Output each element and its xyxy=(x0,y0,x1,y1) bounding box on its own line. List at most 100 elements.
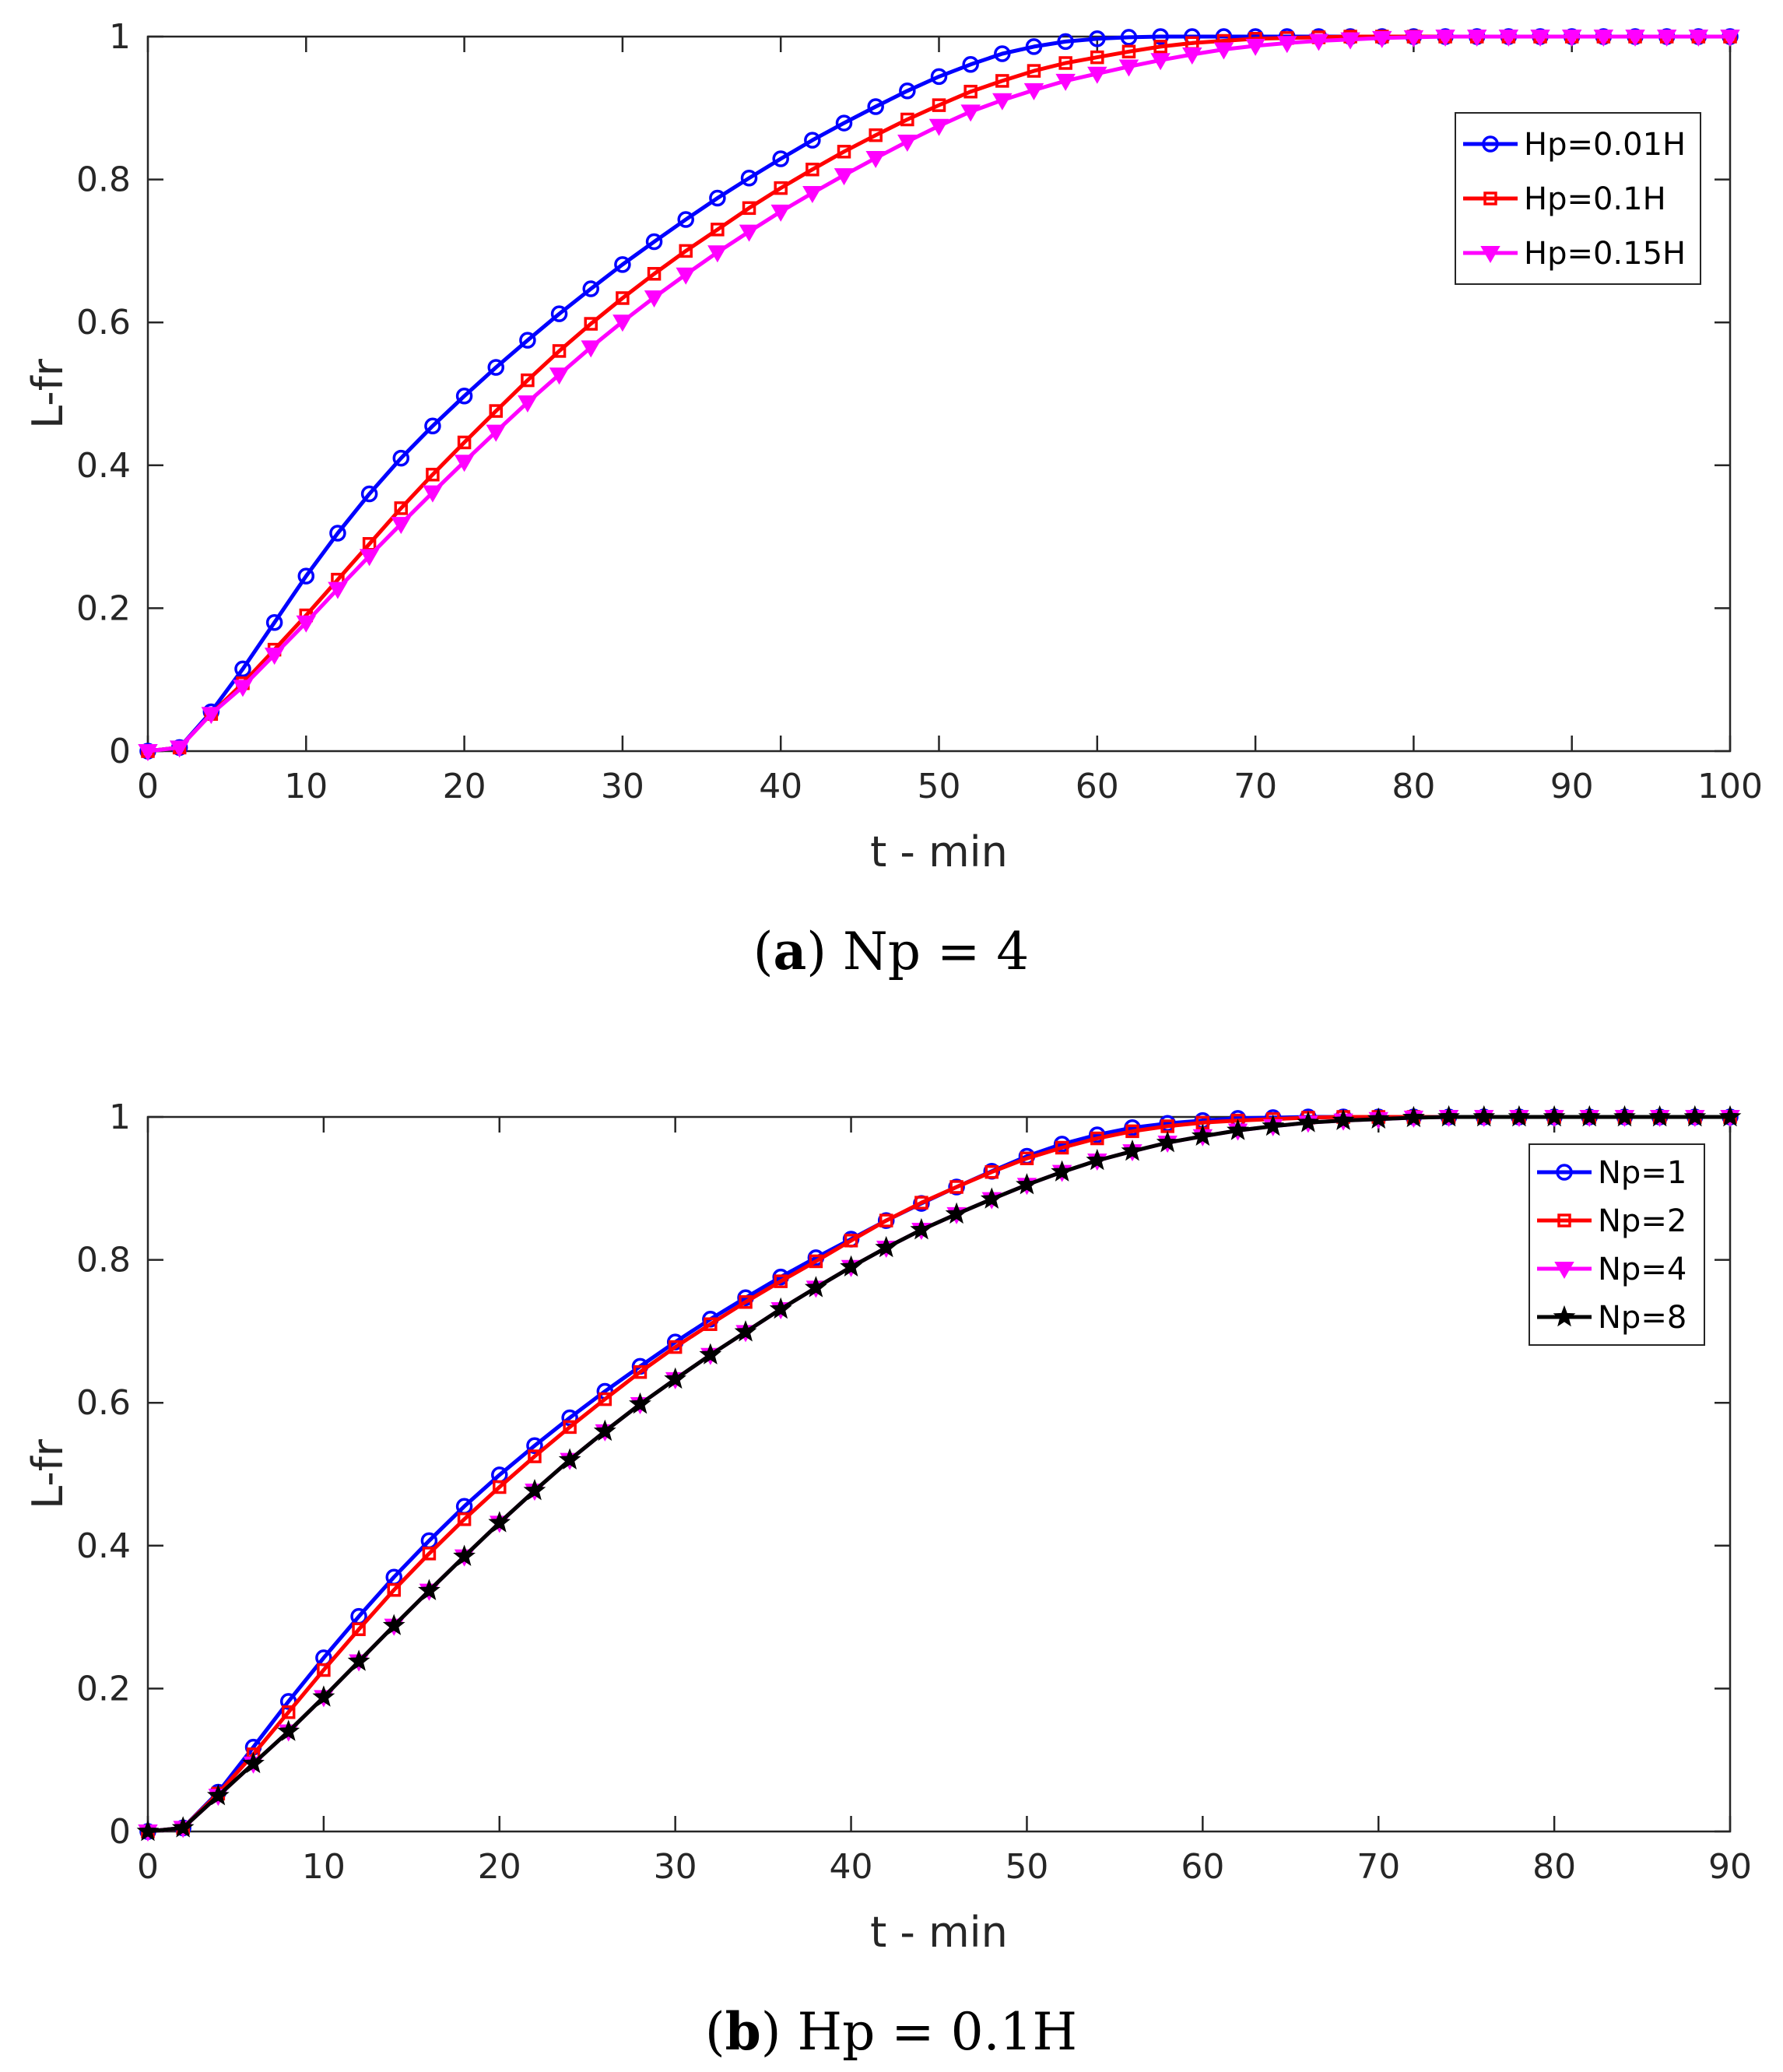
data-point xyxy=(734,1320,757,1342)
series-Np=8 xyxy=(136,1104,1742,1842)
y-tick-label: 0.4 xyxy=(76,1526,131,1566)
data-point xyxy=(699,1343,722,1364)
data-point xyxy=(1055,73,1076,91)
data-point xyxy=(1245,38,1265,56)
data-point xyxy=(668,1340,683,1354)
y-tick-label: 1 xyxy=(109,1097,131,1137)
y-tick-label: 0.6 xyxy=(76,303,131,342)
legend: Np=1 Np=2 Np=4 Np=8 xyxy=(1529,1143,1705,1346)
data-point xyxy=(769,1297,792,1319)
data-point xyxy=(1648,1104,1672,1127)
y-tick-label: 0 xyxy=(109,1812,131,1852)
data-point xyxy=(1118,59,1139,77)
data-point xyxy=(1277,36,1297,54)
data-point xyxy=(910,1217,933,1240)
x-tick-label: 10 xyxy=(302,1847,346,1887)
data-point xyxy=(992,93,1013,111)
x-tick-label: 20 xyxy=(478,1847,521,1887)
data-point xyxy=(1720,30,1740,47)
legend: Hp=0.01H Hp=0.1H Hp=0.15H xyxy=(1455,112,1701,285)
data-point xyxy=(676,267,696,285)
legend-label: Np=8 xyxy=(1598,1300,1686,1336)
data-point xyxy=(382,1614,405,1635)
x-tick-label: 60 xyxy=(1181,1847,1224,1887)
data-point xyxy=(770,204,791,222)
data-point xyxy=(1150,53,1171,71)
data-point xyxy=(962,56,979,73)
data-point xyxy=(593,1419,616,1442)
data-point xyxy=(677,211,694,228)
data-point xyxy=(1561,30,1582,47)
data-point xyxy=(387,1582,401,1597)
data-point xyxy=(739,1295,753,1309)
y-tick-label: 0.8 xyxy=(76,160,131,200)
data-point xyxy=(1625,30,1645,47)
data-point xyxy=(1308,33,1329,51)
data-point xyxy=(985,1164,999,1179)
y-tick-label: 0.2 xyxy=(76,588,131,628)
data-point xyxy=(844,1234,858,1248)
data-point xyxy=(1372,30,1392,48)
data-point xyxy=(1152,28,1169,45)
y-tick-label: 0.2 xyxy=(76,1669,131,1709)
legend-item: Np=1 xyxy=(1537,1155,1686,1191)
data-point xyxy=(329,525,346,542)
data-point xyxy=(454,455,475,472)
data-point xyxy=(550,305,568,322)
data-point xyxy=(1683,1104,1707,1127)
legend-marker xyxy=(1480,246,1500,263)
y-axis-label: L-fr xyxy=(23,358,72,429)
y-tick-label: 0.4 xyxy=(76,446,131,486)
data-point xyxy=(711,223,725,237)
data-point xyxy=(742,201,756,216)
data-point xyxy=(645,233,663,251)
legend-item: Np=2 xyxy=(1537,1203,1686,1239)
data-point xyxy=(317,1663,331,1677)
x-axis: 0 10 20 30 40 50 60 70 80 90 100 xyxy=(137,37,1763,806)
x-tick-label: 40 xyxy=(759,767,802,806)
data-point xyxy=(806,162,820,177)
data-point xyxy=(960,104,981,122)
data-point xyxy=(352,1622,366,1636)
data-point xyxy=(521,373,535,388)
data-point xyxy=(1332,1108,1355,1130)
data-point xyxy=(1718,1104,1742,1127)
legend-label: Np=2 xyxy=(1598,1203,1686,1239)
data-point xyxy=(633,1364,648,1379)
data-point xyxy=(1613,1104,1636,1127)
data-point xyxy=(1403,30,1424,47)
data-point xyxy=(489,404,504,418)
x-tick-label: 80 xyxy=(1532,1847,1576,1887)
data-point xyxy=(914,1196,928,1210)
data-point xyxy=(526,1437,543,1455)
x-tick-label: 80 xyxy=(1392,767,1435,806)
data-point xyxy=(418,1579,440,1600)
legend-marker xyxy=(1556,1164,1573,1181)
data-point xyxy=(840,1255,862,1277)
data-point xyxy=(1121,44,1136,59)
chart-panel-a: 0 10 20 30 40 50 60 70 80 90 100 0 0.2 0.4 0.6 0.8 1 t - … xyxy=(23,17,1763,982)
data-point xyxy=(312,1685,335,1707)
data-point xyxy=(171,1816,195,1838)
caption-open: ( xyxy=(705,2002,725,2062)
data-point xyxy=(809,1254,823,1269)
legend-item: Hp=0.1H xyxy=(1463,181,1666,217)
data-point xyxy=(875,1235,898,1258)
data-point xyxy=(879,1213,893,1227)
data-point xyxy=(138,744,158,761)
data-point xyxy=(455,388,473,405)
data-point xyxy=(1435,30,1455,47)
data-point xyxy=(900,112,914,127)
data-point xyxy=(328,581,348,599)
legend-item: Np=8 xyxy=(1537,1300,1686,1336)
data-point xyxy=(1656,30,1677,47)
x-tick-label: 30 xyxy=(601,767,644,806)
data-point xyxy=(392,449,410,467)
data-point xyxy=(899,83,916,100)
data-point xyxy=(774,181,788,195)
data-point xyxy=(1027,64,1041,78)
x-tick-label: 30 xyxy=(654,1847,697,1887)
data-point xyxy=(1090,1131,1104,1146)
legend-label: Hp=0.1H xyxy=(1524,181,1666,217)
